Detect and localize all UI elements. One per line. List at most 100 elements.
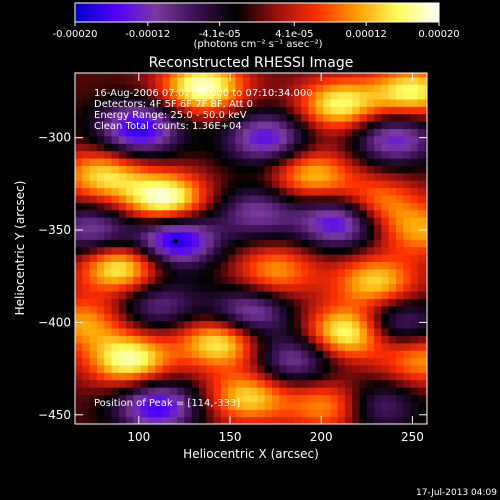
heatmap-cell — [271, 320, 280, 329]
heatmap-cell — [301, 91, 310, 100]
heatmap-cell — [82, 73, 91, 78]
heatmap-cell — [250, 283, 258, 292]
heatmap-cell — [140, 194, 149, 203]
heatmap-cell — [162, 224, 171, 233]
heatmap-cell — [381, 84, 390, 93]
heatmap-cell — [169, 246, 178, 255]
heatmap-cell — [366, 246, 375, 255]
heatmap-cell — [126, 194, 134, 203]
heatmap-cell — [395, 261, 404, 270]
heatmap-cell — [82, 350, 91, 359]
heatmap-cell — [155, 409, 164, 418]
heatmap-cell — [228, 187, 237, 196]
heatmap-cell — [206, 290, 215, 299]
colorbar: -0.00020 -0.00012 -4.1e-05 4.1e-05 0.00012 0.… — [53, 2, 460, 50]
heatmap-cell — [381, 224, 390, 233]
heatmap-cell — [155, 172, 164, 181]
heatmap-cell — [293, 106, 302, 115]
heatmap-cell — [228, 113, 237, 122]
heatmap-cell — [242, 165, 251, 174]
heatmap-cell — [381, 98, 390, 107]
heatmap-cell — [279, 143, 288, 152]
heatmap-cell — [323, 379, 331, 388]
heatmap-cell — [250, 298, 258, 307]
heatmap-cell — [417, 305, 426, 314]
heatmap-cell — [140, 84, 149, 93]
heatmap-cell — [403, 113, 412, 122]
heatmap-cell — [96, 73, 105, 78]
heatmap-cell — [315, 113, 324, 122]
heatmap-cell — [271, 165, 280, 174]
heatmap-cell — [315, 401, 324, 410]
heatmap-cell — [410, 172, 419, 181]
heatmap-cell — [162, 394, 171, 403]
heatmap-cell — [82, 91, 91, 100]
heatmap-cell — [359, 91, 368, 100]
heatmap-cell — [184, 172, 193, 181]
heatmap-cell — [315, 416, 324, 424]
heatmap-cell — [184, 98, 193, 107]
heatmap-cell — [169, 217, 178, 226]
heatmap-cell — [388, 268, 397, 277]
heatmap-cell — [330, 187, 339, 196]
heatmap-cell — [96, 327, 105, 336]
plot-frame — [74, 72, 428, 425]
heatmap-cell — [403, 379, 412, 388]
heatmap-cell — [271, 128, 280, 137]
heatmap-cell — [395, 290, 404, 299]
heatmap-cell — [352, 113, 361, 122]
heatmap-cell — [403, 128, 412, 137]
heatmap-cell — [257, 254, 266, 263]
heatmap-cell — [330, 268, 339, 277]
heatmap-cell — [184, 394, 193, 403]
heatmap-cell — [104, 401, 113, 410]
heatmap-cell — [82, 327, 91, 336]
heatmap-cell — [89, 416, 98, 424]
heatmap-cell — [344, 327, 353, 336]
heatmap-cell — [75, 180, 83, 189]
heatmap-cell — [410, 135, 419, 144]
heatmap-cell — [111, 350, 120, 359]
heatmap-cell — [323, 209, 331, 218]
heatmap-cell — [417, 84, 426, 93]
heatmap-cell — [118, 209, 127, 218]
heatmap-cell — [177, 268, 186, 277]
heatmap-cell — [147, 298, 156, 307]
heatmap-cell — [220, 246, 229, 255]
heatmap-cell — [220, 283, 229, 292]
heatmap-cell — [366, 298, 375, 307]
heatmap-cell — [344, 387, 353, 396]
heatmap-cell — [235, 409, 244, 418]
heatmap-cell — [330, 409, 339, 418]
heatmap-cell — [118, 194, 127, 203]
heatmap-cell — [199, 394, 207, 403]
heatmap-cell — [199, 209, 207, 218]
heatmap-cell — [286, 298, 295, 307]
heatmap-cell — [82, 335, 91, 344]
heatmap-cell — [169, 313, 178, 322]
colorbar-tick-label: 0.00012 — [346, 29, 387, 40]
heatmap-cell — [344, 217, 353, 226]
heatmap-cell — [213, 372, 222, 381]
heatmap-cell — [250, 194, 258, 203]
heatmap-cell — [301, 73, 310, 78]
heatmap-cell — [140, 283, 149, 292]
heatmap-cell — [271, 283, 280, 292]
heatmap-cell — [323, 387, 331, 396]
heatmap-cell — [279, 128, 288, 137]
heatmap-cell — [323, 143, 331, 152]
heatmap-cell — [425, 194, 427, 203]
heatmap-cell — [191, 113, 200, 122]
heatmap-cell — [403, 268, 412, 277]
heatmap-cell — [344, 172, 353, 181]
heatmap-cell — [126, 217, 134, 226]
heatmap-cell — [118, 246, 127, 255]
heatmap-cell — [126, 143, 134, 152]
heatmap-cell — [388, 121, 397, 130]
heatmap-cell — [410, 209, 419, 218]
heatmap-cell — [308, 364, 317, 373]
heatmap-cell — [388, 379, 397, 388]
heatmap-cell — [425, 394, 427, 403]
heatmap-cell — [315, 98, 324, 107]
heatmap-cell — [264, 121, 273, 130]
